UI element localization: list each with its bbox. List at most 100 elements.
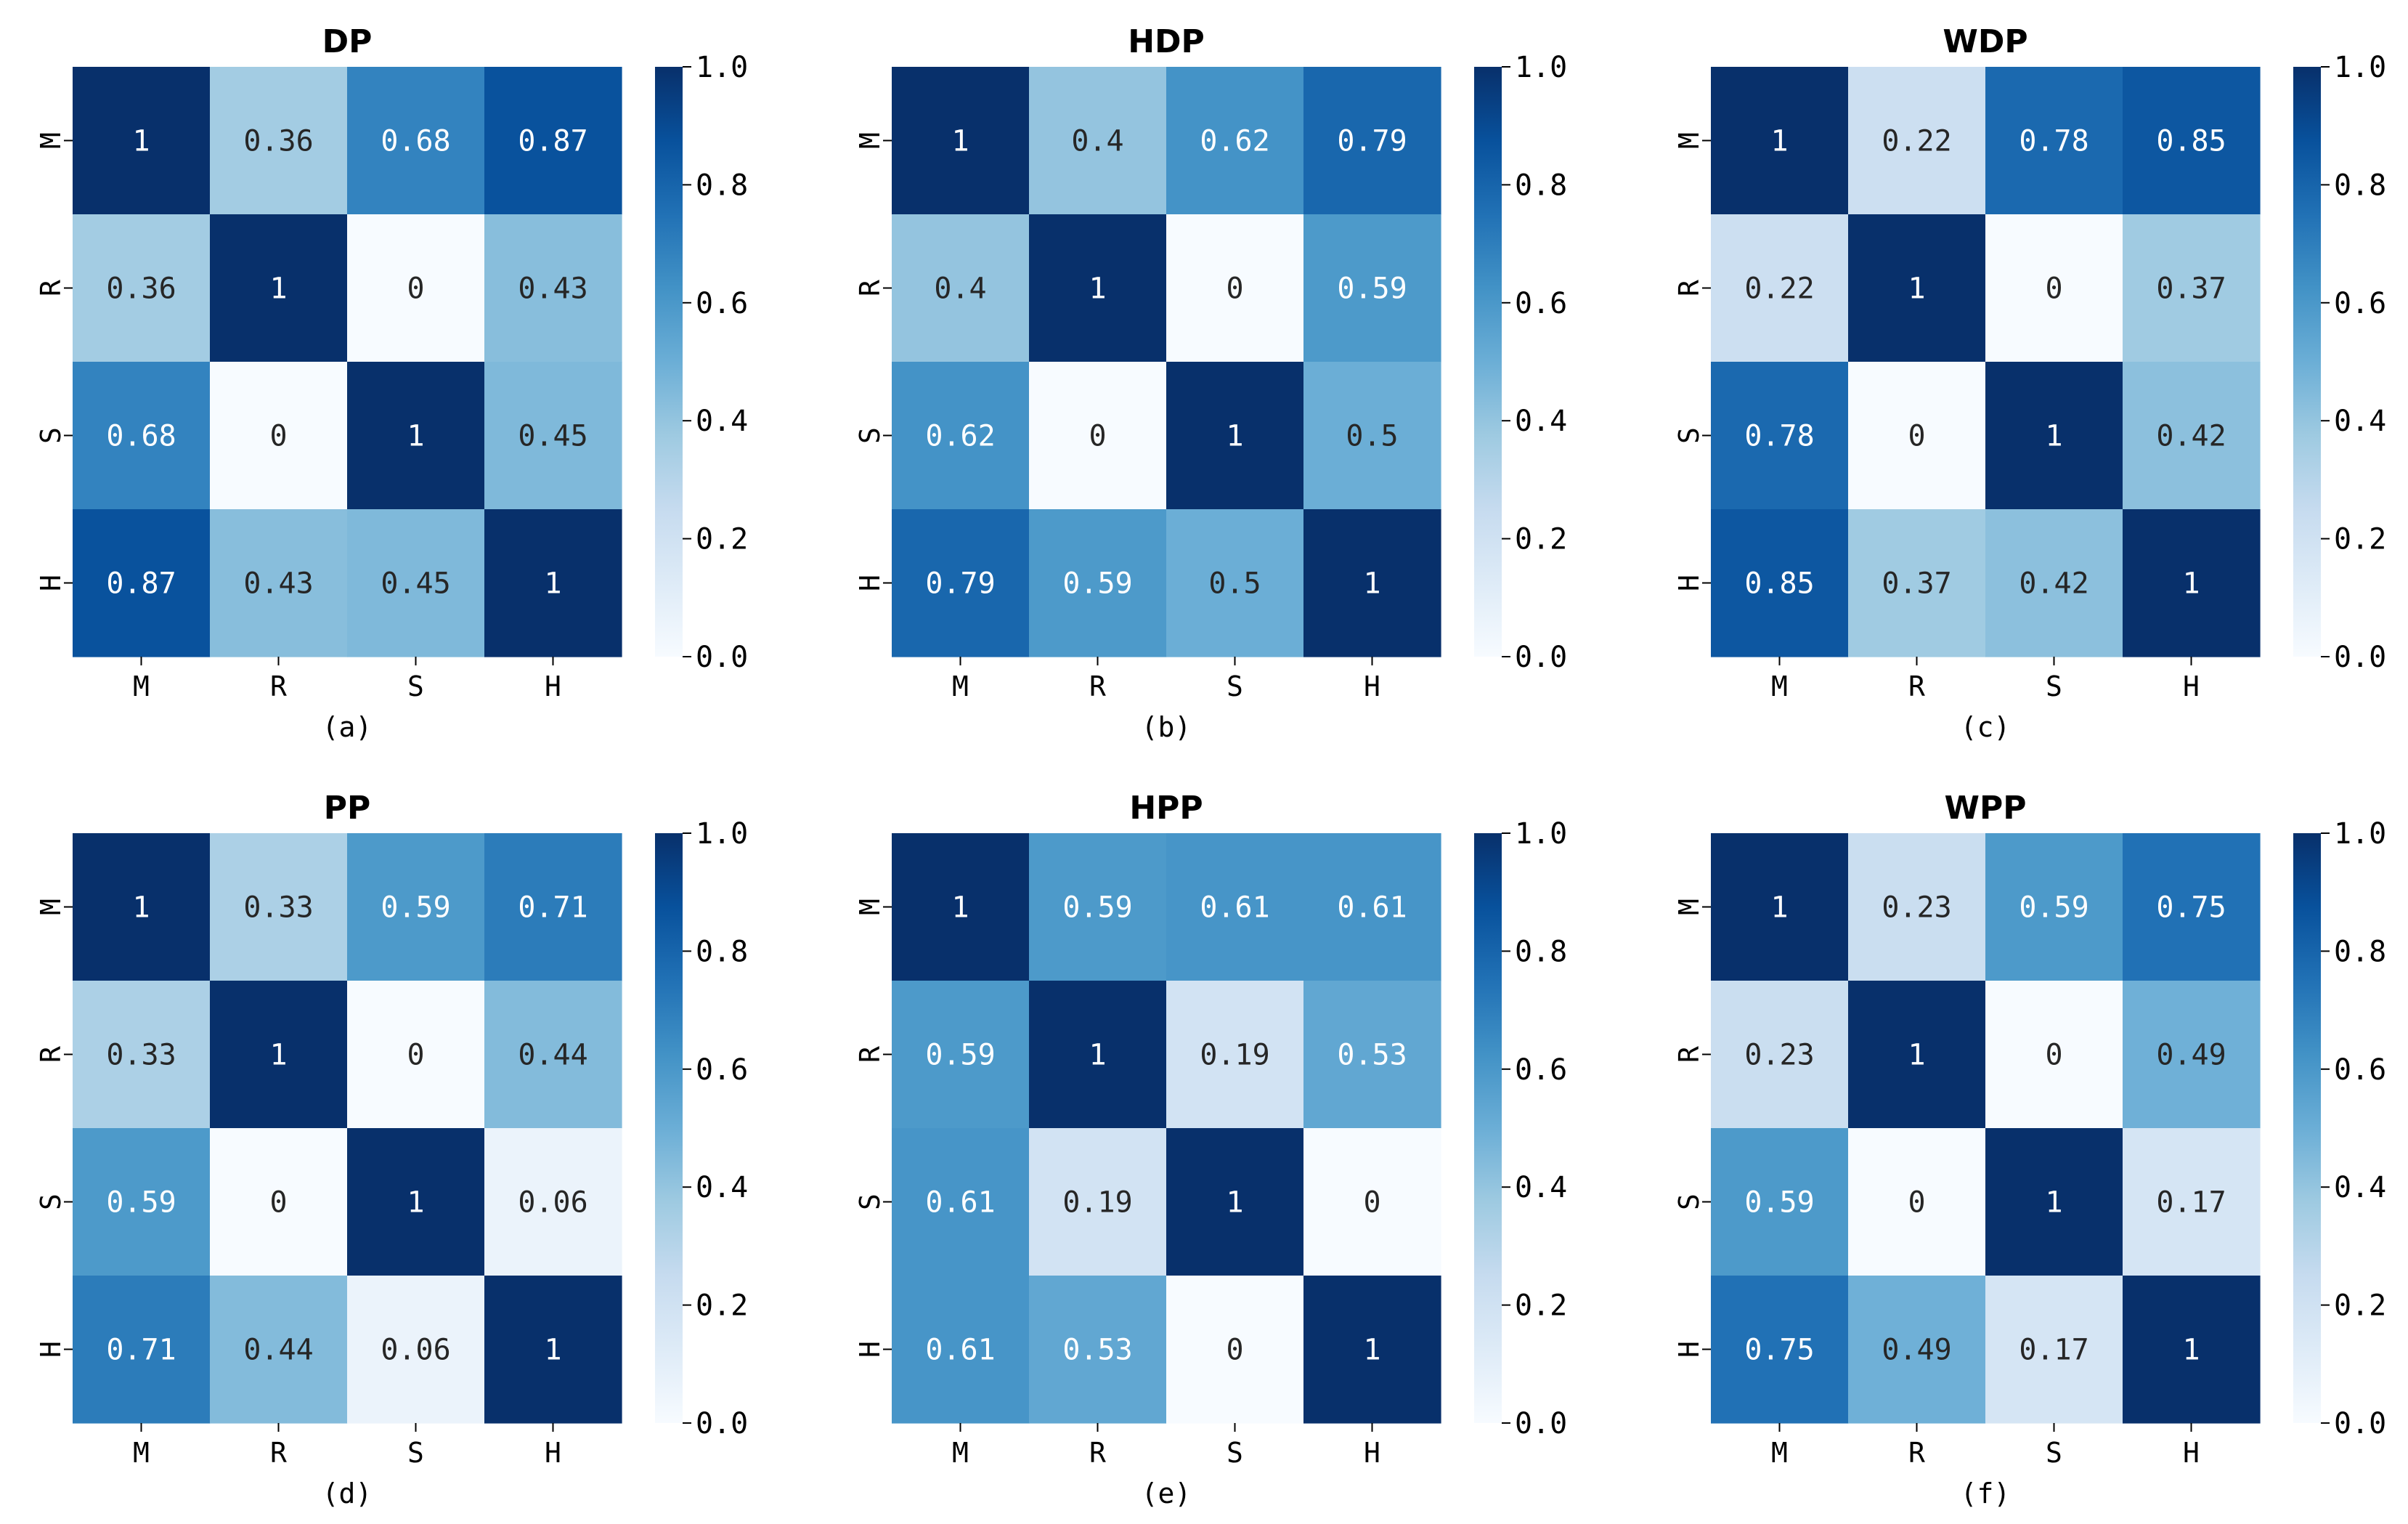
heatmap-cell [1166,509,1304,657]
cell-value-label: 0.59 [381,891,450,925]
heatmap-cell [1848,214,1986,362]
heatmap-cell [1985,833,2123,981]
heatmap-cell [2123,1128,2261,1276]
colorbar-tick-label: 0.6 [2334,1053,2386,1087]
y-tick-label: H [1673,575,1705,591]
cell-value-label: 1 [1770,125,1788,158]
cell-value-label: 0.4 [1071,125,1123,158]
cell-value-label: 1 [132,891,150,925]
cell-value-label: 0.23 [1882,891,1951,925]
heatmap-cell [1985,67,2123,215]
colorbar-tick-label: 0.8 [1515,935,1567,968]
heatmap-cell [1848,1276,1986,1424]
heatmap-cell [892,509,1030,657]
heatmap-panel: HDP 1 0.4 0.62 0.79 0.4 1 0 0.59 0.62 0 1 0.5 0.79 0.5… [854,23,1567,743]
heatmap-cell [892,362,1030,510]
colorbar-tick-label: 0.6 [696,1053,748,1087]
cell-value-label: 0.53 [1062,1334,1132,1367]
colorbar-tick-label: 0.6 [2334,287,2386,320]
colorbar-tick-label: 1.0 [1515,51,1567,84]
heatmap-cell [1029,67,1167,215]
panel-caption: (f) [1961,1478,2011,1509]
cell-value-label: 0.17 [2019,1334,2088,1367]
cell-value-label: 1 [1908,272,1925,306]
cell-value-label: 0.43 [518,272,587,306]
cell-value-label: 0.36 [106,272,176,306]
cell-value-label: 0.59 [1062,567,1132,601]
cell-value-label: 0.22 [1882,125,1951,158]
heatmap-cell [73,509,211,657]
heatmap-cell [73,67,211,215]
colorbar-tick-label: 0.6 [696,287,748,320]
heatmap-cell [484,214,622,362]
cell-value-label: 0.44 [243,1334,313,1367]
y-tick-label: R [854,280,886,296]
heatmap-cell [1303,833,1441,981]
cell-value-label: 0.33 [106,1039,176,1072]
cell-value-label: 0.42 [2019,567,2088,601]
y-tick-label: R [1673,1046,1705,1063]
heatmap-cell [1848,981,1986,1129]
heatmap-cell [484,362,622,510]
heatmap-cell [484,509,622,657]
y-tick-label: S [1673,1193,1705,1210]
colorbar [2293,67,2321,657]
colorbar-tick-label: 0.0 [1515,641,1567,674]
heatmap-cell [347,67,485,215]
x-tick-label: H [2183,1437,2200,1469]
colorbar-tick-label: 1.0 [1515,817,1567,851]
cell-value-label: 0 [269,420,287,453]
colorbar [655,67,683,657]
cell-value-label: 0.62 [1200,125,1269,158]
cell-value-label: 0.17 [2156,1186,2226,1220]
heatmap-cell [1985,362,2123,510]
colorbar-tick-label: 0.4 [696,1171,748,1204]
heatmap-cell [1848,833,1986,981]
cell-value-label: 0.59 [1744,1186,1814,1220]
heatmap-cell [1303,1276,1441,1424]
heatmap-cell [2123,67,2261,215]
x-tick-label: H [545,670,561,702]
heatmap-cell [1303,362,1441,510]
x-tick-label: S [407,1437,424,1469]
heatmap-cell [73,1128,211,1276]
heatmap-cell [2123,509,2261,657]
heatmap-cell [1711,509,1849,657]
y-tick-label: S [35,1193,67,1210]
y-tick-label: R [1673,280,1705,296]
cell-value-label: 0.06 [518,1186,587,1220]
heatmap-cell [1985,509,2123,657]
heatmap-cell [484,1128,622,1276]
cell-value-label: 0.61 [925,1186,995,1220]
heatmap-cell [210,833,348,981]
colorbar-tick-label: 0.8 [2334,935,2386,968]
colorbar [2293,833,2321,1423]
heatmap-cell [210,981,348,1129]
heatmap-panel: WPP 1 0.23 0.59 0.75 0.23 1 0 0.49 0.59 0 1 0.17 0.75… [1673,790,2386,1509]
cell-value-label: 0.75 [1744,1334,1814,1367]
cell-value-label: 1 [951,125,969,158]
colorbar-tick-label: 0.0 [2334,641,2386,674]
y-tick-label: M [854,132,886,149]
cell-value-label: 0.42 [2156,420,2226,453]
x-tick-label: R [270,670,287,702]
heatmap-cell [210,1128,348,1276]
cell-value-label: 0.59 [106,1186,176,1220]
cell-value-label: 0.59 [1062,891,1132,925]
cell-value-label: 0.78 [2019,125,2088,158]
cell-value-label: 0 [1226,272,1243,306]
colorbar-tick-label: 0.4 [2334,405,2386,438]
cell-value-label: 0.62 [925,420,995,453]
y-tick-label: H [35,575,67,591]
cell-value-label: 1 [1226,420,1243,453]
cell-value-label: 0 [2045,1039,2062,1072]
heatmap-cell [347,362,485,510]
heatmap-cell [1985,1128,2123,1276]
cell-value-label: 1 [544,567,561,601]
heatmap-cell [210,362,348,510]
heatmap-cell [1303,67,1441,215]
heatmap-cell [73,362,211,510]
cell-value-label: 0.68 [381,125,450,158]
cell-value-label: 1 [269,272,287,306]
